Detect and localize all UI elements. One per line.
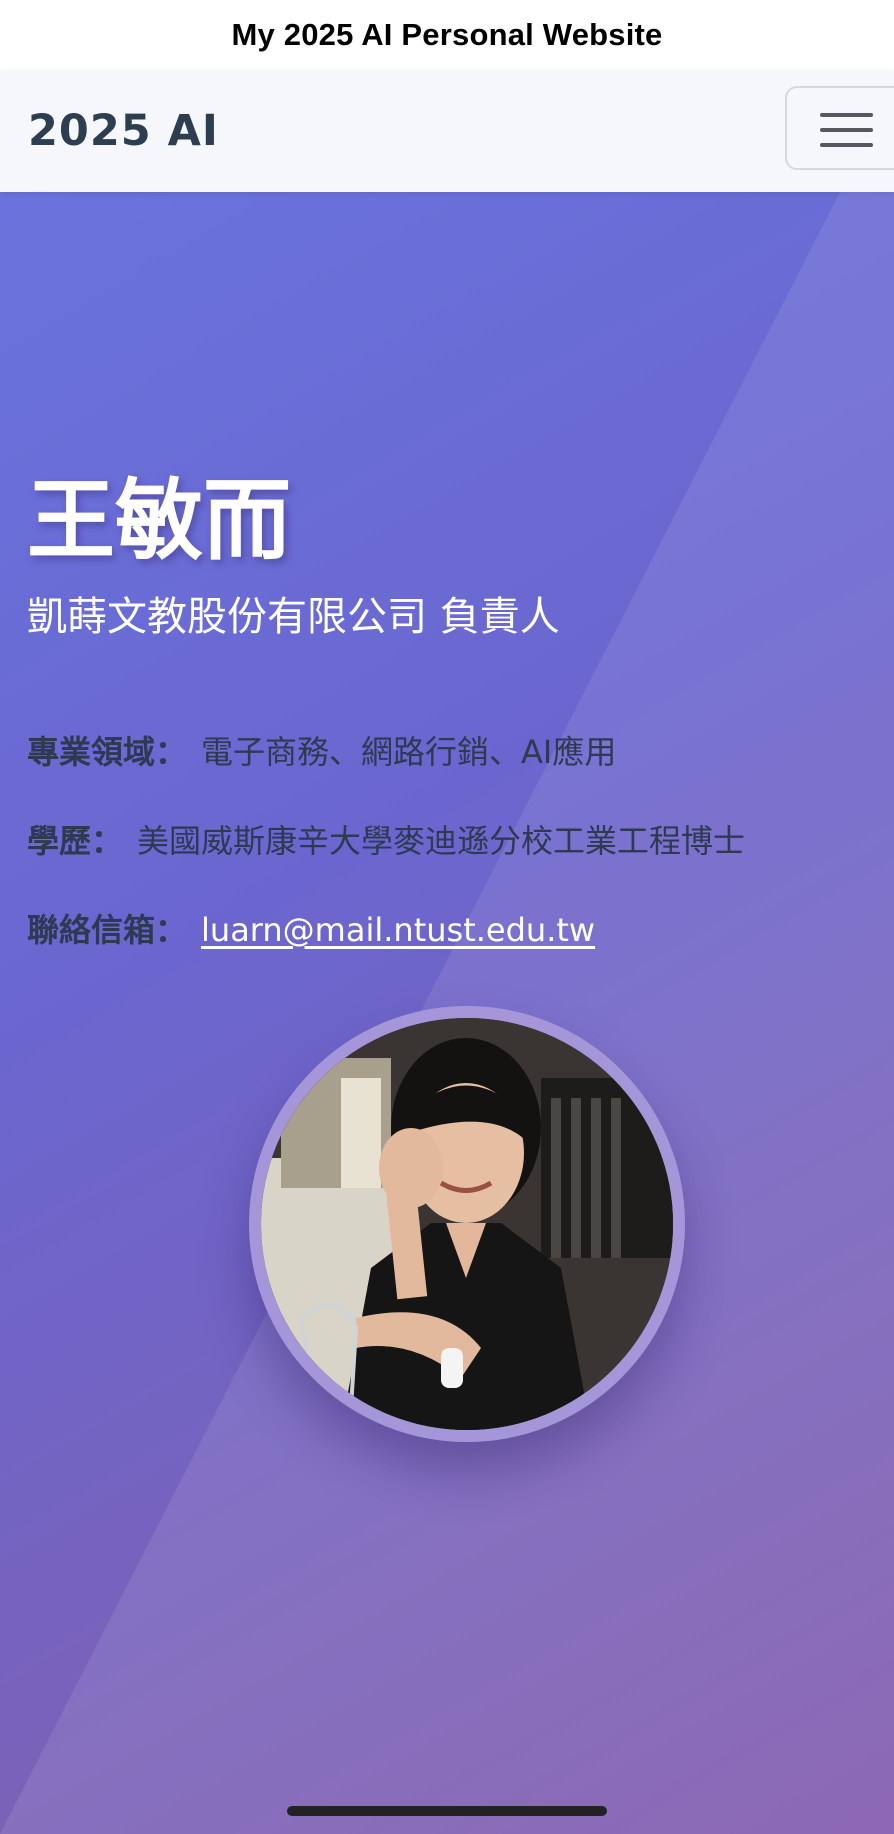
fields-value: 電子商務、網路行銷、AI應用	[201, 733, 617, 771]
home-indicator	[287, 1806, 607, 1816]
fields-label: 專業領域：	[27, 733, 188, 771]
profile-photo	[249, 1006, 685, 1442]
email-link[interactable]: luarn@mail.ntust.edu.tw	[201, 911, 596, 949]
hero-section: 王敏而 凱蒔文教股份有限公司 負責人 專業領域： 電子商務、網路行銷、AI應用 學…	[0, 192, 894, 1834]
education-label: 學歷：	[27, 822, 124, 860]
profile-name: 王敏而	[27, 469, 292, 572]
browser-title-bar: My 2025 AI Personal Website	[0, 0, 894, 71]
navbar-brand[interactable]: 2025 AI	[28, 106, 219, 156]
menu-toggle-button[interactable]	[785, 86, 894, 170]
education-value: 美國威斯康辛大學麥迪遜分校工業工程博士	[137, 822, 746, 860]
email-label: 聯絡信箱：	[27, 911, 188, 949]
profile-role: 凱蒔文教股份有限公司 負責人	[27, 594, 560, 640]
navbar: 2025 AI	[0, 70, 894, 192]
info-fields-row: 專業領域： 電子商務、網路行銷、AI應用	[27, 727, 616, 773]
page-title: My 2025 AI Personal Website	[231, 17, 663, 52]
info-email-row: 聯絡信箱： luarn@mail.ntust.edu.tw	[27, 905, 595, 951]
info-education-row: 學歷： 美國威斯康辛大學麥迪遜分校工業工程博士	[27, 816, 745, 862]
